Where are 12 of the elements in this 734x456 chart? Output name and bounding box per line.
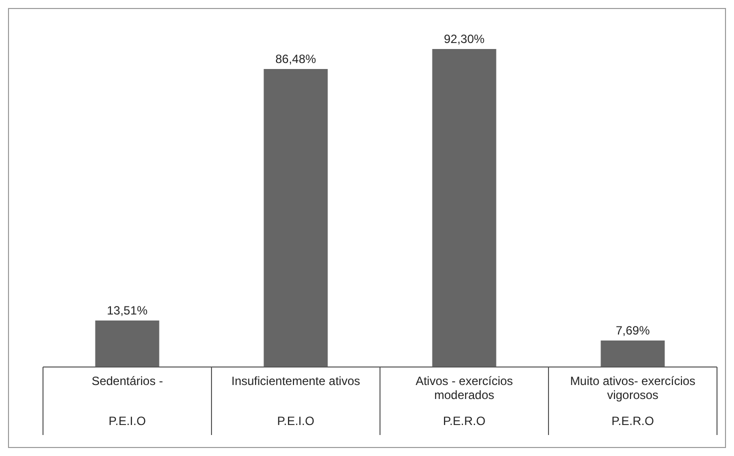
x-tick-label: Muito ativos- exercícios vigorosos P.E.R.O [570, 374, 696, 428]
bar [600, 340, 665, 367]
category-label: Sedentários - P.E.I.O [92, 374, 163, 428]
data-label: 86,48% [275, 52, 316, 66]
category-label: Insuficientemente ativos P.E.I.O [231, 374, 360, 428]
bar [432, 49, 496, 367]
bar [95, 320, 160, 367]
data-label: 13,51% [106, 303, 148, 318]
bar [264, 69, 328, 367]
data-label: 92,30% [444, 32, 485, 46]
data-label: 7,69% [616, 324, 650, 338]
x-tick-label: Ativos - exercícios moderados P.E.R.O [416, 374, 513, 428]
